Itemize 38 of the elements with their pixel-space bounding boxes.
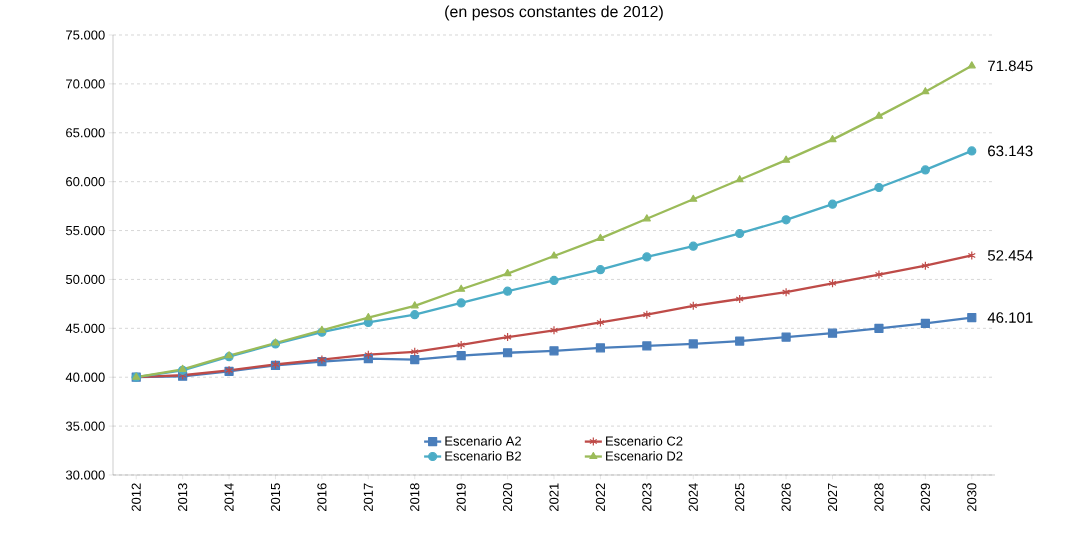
x-tick-label: 2020 [502, 483, 513, 512]
legend-label: Escenario D2 [606, 451, 683, 461]
legend-label: Escenario C2 [606, 436, 683, 446]
x-tick-label: 2014 [224, 483, 234, 512]
y-tick-label: 55.000 [65, 225, 105, 236]
chart-title: (en pesos constantes de 2012) [445, 5, 663, 21]
y-tick-label: 50.000 [65, 274, 105, 285]
y-tick-label: 65.000 [66, 128, 105, 138]
x-tick-label: 2030 [967, 483, 977, 512]
data-label: 46.101 [987, 312, 1033, 323]
x-tick-label: 2027 [827, 483, 838, 512]
legend-label: Escenario B2 [445, 451, 521, 461]
x-tick-label: 2024 [688, 483, 698, 512]
x-tick-label: 2021 [549, 483, 559, 512]
x-tick-label: 2012 [131, 483, 141, 512]
y-tick-label: 60.000 [66, 177, 105, 187]
data-label: 71.845 [988, 60, 1033, 72]
y-tick-label: 70.000 [66, 79, 105, 89]
x-tick-label: 2016 [317, 483, 327, 512]
y-tick-label: 75.000 [66, 30, 105, 40]
y-tick-label: 45.000 [65, 323, 105, 333]
x-tick-label: 2026 [781, 483, 791, 512]
data-label: 52.454 [987, 250, 1033, 261]
x-tick-label: 2029 [920, 483, 930, 512]
x-tick-label: 2028 [874, 483, 884, 512]
x-tick-label: 2019 [456, 483, 466, 512]
legend-label: Escenario A2 [445, 436, 521, 446]
x-tick-label: 2017 [363, 483, 373, 512]
x-tick-label: 2013 [178, 483, 188, 512]
x-tick-label: 2023 [642, 483, 652, 512]
data-label: 63.143 [988, 145, 1033, 157]
y-tick-label: 40.000 [65, 372, 105, 382]
x-tick-label: 2025 [735, 483, 745, 512]
y-tick-label: 30.000 [65, 470, 105, 480]
x-tick-label: 2018 [410, 483, 420, 512]
x-tick-label: 2015 [270, 483, 281, 512]
x-tick-label: 2022 [595, 483, 606, 512]
y-tick-label: 35.000 [65, 421, 105, 431]
